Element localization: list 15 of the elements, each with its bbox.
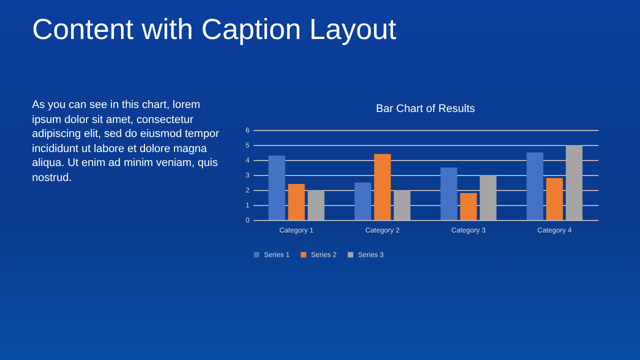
bar — [308, 190, 324, 220]
chart-title: Bar Chart of Results — [376, 103, 476, 115]
bar — [526, 152, 544, 220]
bar — [480, 175, 496, 220]
bar — [566, 145, 583, 220]
bar — [268, 156, 286, 220]
bar — [374, 154, 391, 220]
bar — [546, 178, 563, 220]
bar — [460, 193, 477, 220]
bar — [440, 168, 458, 220]
text: Content with Caption Layout — [32, 14, 396, 47]
bar — [288, 184, 305, 220]
text: As you can see in this chart, lorem ipsum dolor sit amet, consectetur adipiscing elit, sed do eiusmod tempor incididunt ut labore et dolore magna aliqua. Ut enim ad minim veniam, quis nostrud. — [32, 98, 220, 185]
bar — [394, 190, 410, 220]
bar — [354, 182, 372, 220]
